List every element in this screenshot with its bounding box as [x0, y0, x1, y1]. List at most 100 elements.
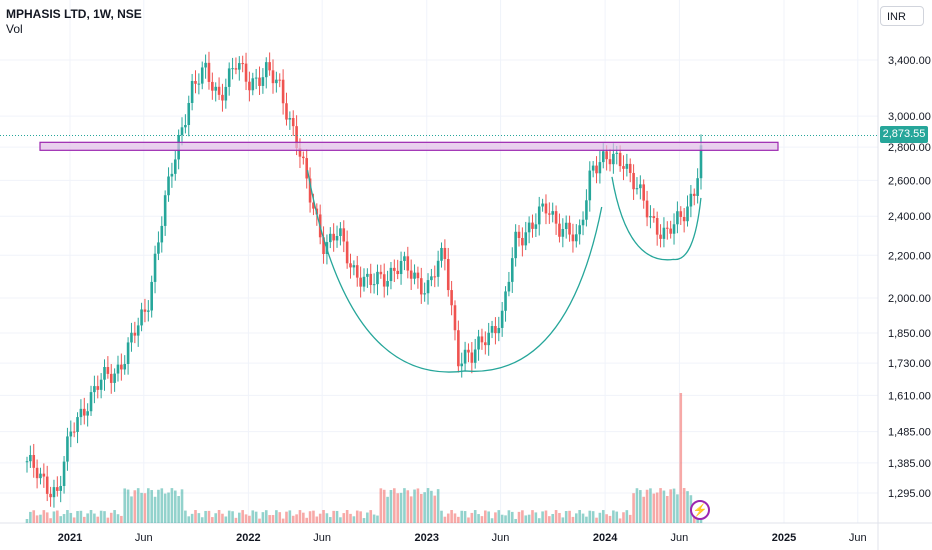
candle-body — [275, 79, 278, 84]
candle-body — [366, 273, 369, 277]
candle-body — [575, 234, 578, 242]
y-tick-label: 1,730.00 — [888, 358, 931, 370]
candle-body — [217, 86, 221, 95]
volume-bar — [109, 512, 113, 523]
candle-body — [672, 224, 676, 234]
candle-body — [103, 367, 106, 380]
lightning-icon[interactable]: ⚡ — [690, 500, 710, 520]
candle-body — [49, 493, 52, 498]
candle-body — [264, 62, 268, 78]
candle-body — [473, 349, 477, 363]
currency-button[interactable]: INR — [880, 6, 924, 26]
volume-bar — [177, 496, 180, 523]
candle-body — [291, 118, 295, 127]
volume-bar — [173, 490, 177, 523]
volume-bar — [672, 488, 676, 523]
x-tick-label: 2025 — [772, 532, 796, 544]
candle-body — [639, 184, 642, 189]
candle-body — [467, 349, 470, 353]
candle-body — [133, 332, 137, 336]
symbol-title: MPHASIS LTD, 1W, NSE — [6, 7, 142, 21]
last-price-label: 2,873.55 — [880, 126, 928, 144]
candle-body — [433, 276, 437, 278]
volume-bar — [628, 514, 632, 523]
candle-body — [558, 223, 561, 237]
x-tick-label: 2024 — [593, 532, 618, 544]
x-tick-label: Jun — [849, 532, 867, 544]
candle-body — [113, 373, 116, 383]
volume-bar — [622, 512, 625, 523]
volume-bar — [433, 495, 437, 523]
volume-bar — [551, 514, 555, 523]
volume-bar — [601, 510, 605, 523]
volume-bar — [484, 510, 487, 523]
candle-body — [544, 203, 548, 214]
candle-body — [285, 103, 288, 120]
candle-body — [184, 125, 187, 128]
volume-bar — [163, 493, 167, 523]
legend: MPHASIS LTD, 1W, NSE Vol — [6, 7, 142, 37]
volume-bar — [355, 510, 359, 523]
volume-bar — [76, 511, 79, 523]
candle-body — [409, 270, 413, 279]
x-tick-label: 2023 — [415, 532, 439, 544]
candles — [25, 51, 703, 508]
volume-bar — [302, 512, 305, 523]
volume-bar — [487, 511, 490, 523]
volume-bar — [79, 510, 83, 523]
volume-bar — [440, 510, 443, 523]
volume-bar — [591, 511, 595, 523]
candle-body — [379, 271, 383, 275]
candle-body — [645, 200, 649, 218]
volume-bar — [618, 518, 622, 523]
candle-body — [403, 256, 406, 261]
candle-body — [349, 263, 352, 268]
volume-bars — [25, 393, 703, 523]
candle-body — [632, 172, 635, 190]
candle-body — [585, 200, 588, 220]
candle-body — [669, 228, 672, 234]
candle-body — [258, 77, 261, 86]
volume-bar — [443, 516, 447, 523]
volume-bar — [632, 493, 635, 523]
candle-body — [106, 367, 110, 374]
candle-body — [699, 145, 703, 179]
candle-body — [649, 216, 652, 218]
candle-body — [692, 193, 696, 196]
candle-body — [227, 68, 231, 87]
volume-bar — [271, 515, 275, 523]
volume-bar — [460, 510, 464, 523]
candle-body — [167, 176, 170, 196]
volume-bar — [56, 510, 59, 523]
volume-bar — [453, 513, 457, 523]
candle-body — [302, 156, 305, 159]
volume-bar — [123, 488, 127, 523]
y-tick-label: 1,610.00 — [888, 390, 931, 402]
y-tick-label: 2,600.00 — [888, 175, 931, 187]
volume-bar — [349, 513, 352, 523]
candle-body — [86, 411, 89, 416]
volume-bar — [308, 511, 312, 523]
candle-body — [332, 233, 335, 241]
candle-body — [72, 431, 76, 433]
candle-body — [676, 211, 679, 225]
candle-body — [389, 267, 393, 282]
candle-body — [460, 363, 464, 367]
volume-bar — [318, 513, 322, 523]
candle-body — [298, 148, 302, 157]
candle-body — [126, 342, 130, 364]
candle-body — [160, 225, 164, 243]
candle-body — [440, 247, 443, 261]
candle-body — [443, 247, 447, 260]
volume-bar — [342, 513, 346, 523]
candle-body — [628, 163, 632, 173]
volume-bar — [500, 514, 504, 523]
resistance-zone — [39, 141, 779, 151]
candle-body — [615, 152, 619, 154]
candle-body — [376, 271, 379, 285]
volume-bar — [480, 516, 484, 523]
candle-body — [254, 77, 258, 79]
volume-bar — [575, 513, 578, 523]
